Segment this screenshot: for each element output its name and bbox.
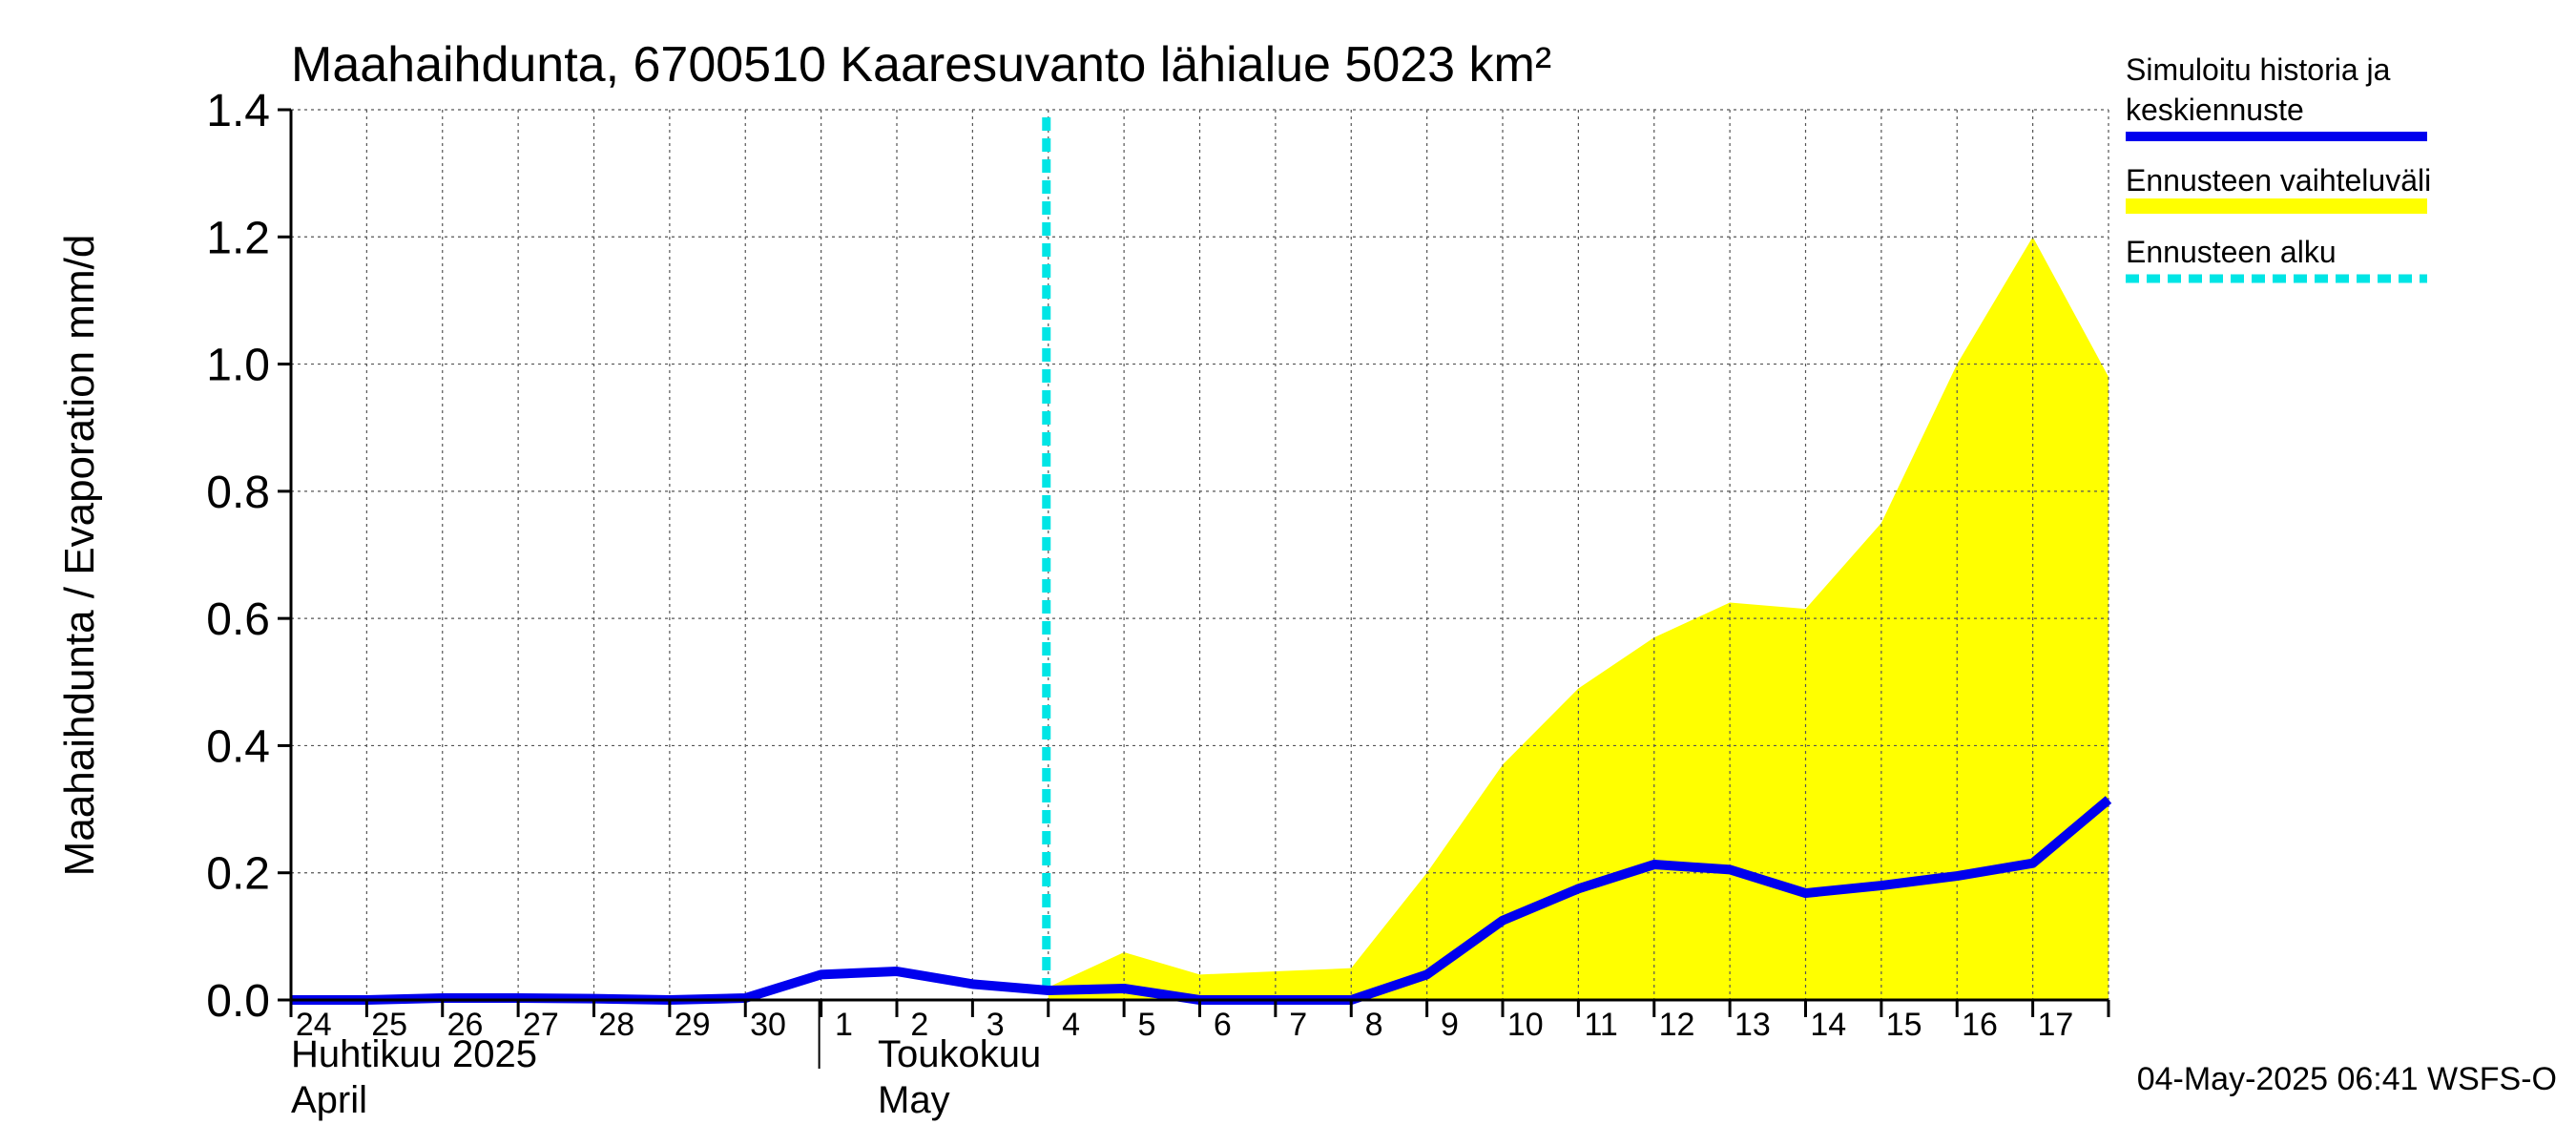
y-tick-label: 0.6 [206, 594, 270, 645]
x-tick-label: 28 [598, 1007, 634, 1043]
y-tick-label: 1.2 [206, 213, 270, 263]
month-label-en: May [878, 1079, 950, 1121]
grid-layer [291, 109, 2109, 1000]
y-tick-label: 0.2 [206, 849, 270, 900]
month-label-fi: Huhtikuu 2025 [291, 1033, 537, 1075]
x-tick-label: 24 [296, 1007, 332, 1043]
x-tick-label: 15 [1886, 1007, 1922, 1043]
legend-label: Ennusteen vaihteluväli [2126, 163, 2431, 198]
legend: Simuloitu historia ja keskiennuste Ennuste… [2126, 52, 2431, 283]
footer-timestamp: 04-May-2025 06:41 WSFS-O [2137, 1061, 2557, 1097]
legend-label: keskiennuste [2126, 93, 2304, 127]
x-tick-label: 4 [1062, 1007, 1080, 1043]
x-tick-label: 30 [750, 1007, 786, 1043]
x-tick-label: 6 [1214, 1007, 1232, 1043]
x-tick-label: 25 [371, 1007, 407, 1043]
x-tick-label: 12 [1659, 1007, 1695, 1043]
month-label-en: April [291, 1079, 367, 1121]
text-layer: Maahaihdunta, 6700510 Kaaresuvanto lähia… [56, 37, 2557, 1097]
legend-label: Simuloitu historia ja [2126, 52, 2391, 87]
y-tick-label: 1.0 [206, 341, 270, 391]
forecast-band-layer [1048, 237, 2109, 1001]
axis-layer: 0.00.20.40.60.81.01.21.424 25 26 27 28 29 30 1 2… [206, 86, 2110, 1121]
x-tick-label: 3 [987, 1007, 1005, 1043]
x-tick-label: 29 [675, 1007, 711, 1043]
y-tick-label: 0.4 [206, 721, 270, 772]
legend-label: Ennusteen alku [2126, 235, 2337, 269]
x-tick-label: 2 [910, 1007, 928, 1043]
x-tick-label: 13 [1735, 1007, 1771, 1043]
x-tick-label: 16 [1962, 1007, 1998, 1043]
x-tick-label: 5 [1137, 1007, 1155, 1043]
x-tick-label: 11 [1585, 1007, 1618, 1043]
x-tick-label: 10 [1507, 1007, 1544, 1043]
x-tick-label: 7 [1289, 1007, 1307, 1043]
x-tick-label: 1 [835, 1007, 853, 1043]
month-label-fi: Toukokuu [878, 1033, 1041, 1075]
y-axis-label: Maahaihdunta / Evaporation mm/d [56, 235, 103, 877]
x-tick-label: 26 [447, 1007, 484, 1043]
y-tick-label: 1.4 [206, 86, 270, 136]
chart-title: Maahaihdunta, 6700510 Kaaresuvanto lähia… [291, 37, 1551, 93]
x-tick-label: 17 [2038, 1007, 2074, 1043]
x-tick-label: 9 [1441, 1007, 1459, 1043]
y-tick-label: 0.0 [206, 976, 270, 1027]
forecast-range-band [1048, 237, 2109, 1001]
x-tick-label: 8 [1365, 1007, 1383, 1043]
x-tick-label: 14 [1810, 1007, 1846, 1043]
x-tick-label: 27 [523, 1007, 559, 1043]
y-tick-label: 0.8 [206, 468, 270, 518]
